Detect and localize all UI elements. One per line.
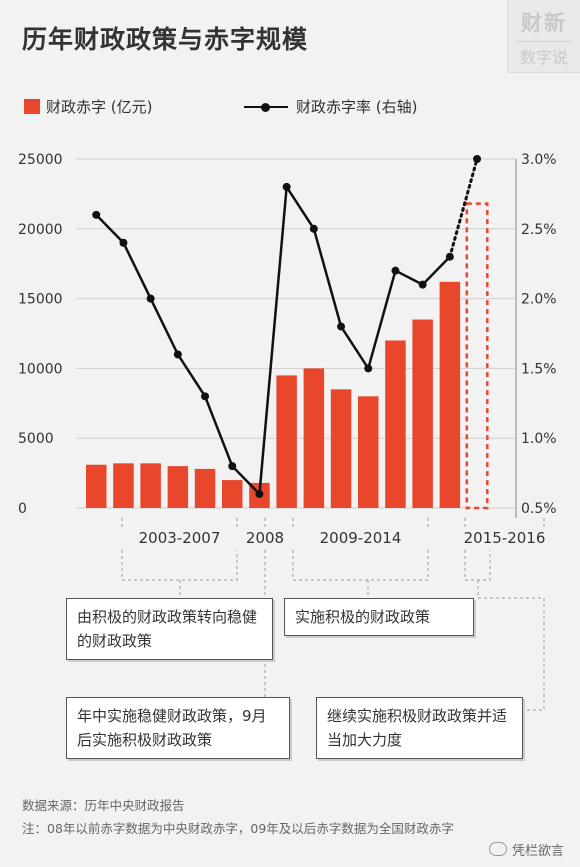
line-point bbox=[92, 210, 101, 219]
bar-projected bbox=[465, 202, 489, 510]
period-label: 2009-2014 bbox=[320, 529, 402, 547]
legend-bar-swatch bbox=[24, 99, 40, 114]
bar bbox=[113, 463, 134, 508]
right-tick-label: 1.5% bbox=[521, 361, 557, 377]
line-point bbox=[255, 490, 264, 499]
line-point bbox=[173, 350, 182, 359]
line-point bbox=[146, 294, 155, 303]
logo-line2: 数字说 bbox=[516, 41, 572, 68]
line-point bbox=[364, 364, 373, 373]
wechat-icon bbox=[488, 842, 507, 856]
annotation-2015-2016: 继续实施积极财政政策并适当加大力度 bbox=[316, 697, 523, 759]
annotation-2008: 年中实施稳健财政政策，9月后实施积极财政政策 bbox=[66, 697, 290, 759]
watermark-text: 凭栏欲言 bbox=[511, 844, 564, 859]
right-tick-label: 3.0% bbox=[521, 152, 557, 168]
data-source: 数据来源：历年中央财政报告 bbox=[22, 798, 185, 813]
legend-bar-item: 财政赤字 (亿元) bbox=[24, 96, 152, 117]
deficit-rate-line-projected bbox=[448, 157, 479, 259]
line-point bbox=[418, 280, 427, 289]
line-point bbox=[473, 155, 482, 163]
bracket-2009-2014 bbox=[292, 550, 429, 581]
legend-line-label: 财政赤字率 (右轴) bbox=[296, 98, 418, 116]
left-tick-label: 0 bbox=[18, 501, 27, 517]
period-label: 2015-2016 bbox=[464, 529, 546, 547]
watermark: 凭栏欲言 bbox=[488, 840, 564, 859]
line-point bbox=[337, 322, 346, 331]
bar bbox=[167, 466, 189, 508]
deficit-rate-line bbox=[95, 183, 451, 497]
right-tick-label: 2.0% bbox=[521, 292, 557, 308]
legend-line-item: 财政赤字率 (右轴) bbox=[244, 96, 417, 117]
left-tick-label: 10000 bbox=[18, 361, 63, 377]
bracket-2003-2007 bbox=[121, 550, 238, 581]
annotation-2003-2007: 由积极的财政政策转向稳健的财政政策 bbox=[66, 598, 273, 660]
line-point bbox=[391, 266, 400, 275]
bar bbox=[194, 468, 216, 508]
bar bbox=[439, 281, 461, 508]
period-label: 2008 bbox=[246, 529, 284, 547]
line-point bbox=[309, 224, 318, 233]
caixin-logo: 财新 数字说 bbox=[507, 0, 580, 73]
bar bbox=[385, 340, 406, 508]
bar bbox=[140, 463, 161, 508]
bar bbox=[222, 480, 243, 508]
bar bbox=[358, 396, 379, 508]
right-tick-label: 0.5% bbox=[521, 501, 557, 517]
line-point bbox=[201, 392, 210, 401]
right-tick-label: 1.0% bbox=[521, 431, 557, 447]
bar bbox=[303, 368, 325, 508]
bar bbox=[412, 319, 433, 508]
bracket-2015-2016 bbox=[464, 550, 491, 581]
line-point bbox=[445, 252, 454, 261]
left-tick-label: 15000 bbox=[18, 292, 63, 308]
legend-line-swatch bbox=[244, 99, 288, 114]
right-tick-label: 2.5% bbox=[521, 222, 557, 238]
left-tick-label: 25000 bbox=[18, 152, 63, 168]
left-tick-label: 5000 bbox=[18, 431, 54, 447]
bar bbox=[86, 464, 107, 508]
line-point bbox=[119, 238, 128, 247]
connector-2015-2016 bbox=[477, 580, 545, 711]
left-tick-label: 20000 bbox=[18, 222, 63, 238]
bar bbox=[276, 375, 297, 508]
chart-title: 历年财政政策与赤字规模 bbox=[22, 25, 309, 54]
period-label: 2003-2007 bbox=[139, 529, 221, 547]
line-point bbox=[228, 462, 237, 471]
legend-bar-label: 财政赤字 (亿元) bbox=[46, 98, 153, 116]
footnote: 注：08年以前赤字数据为中央财政赤字，09年及以后赤字数据为全国财政赤字 bbox=[22, 821, 454, 836]
annotation-2009-2014: 实施积极的财政政策 bbox=[284, 598, 474, 636]
logo-line1: 财新 bbox=[521, 10, 567, 35]
line-point bbox=[282, 182, 291, 191]
bar bbox=[330, 389, 352, 508]
